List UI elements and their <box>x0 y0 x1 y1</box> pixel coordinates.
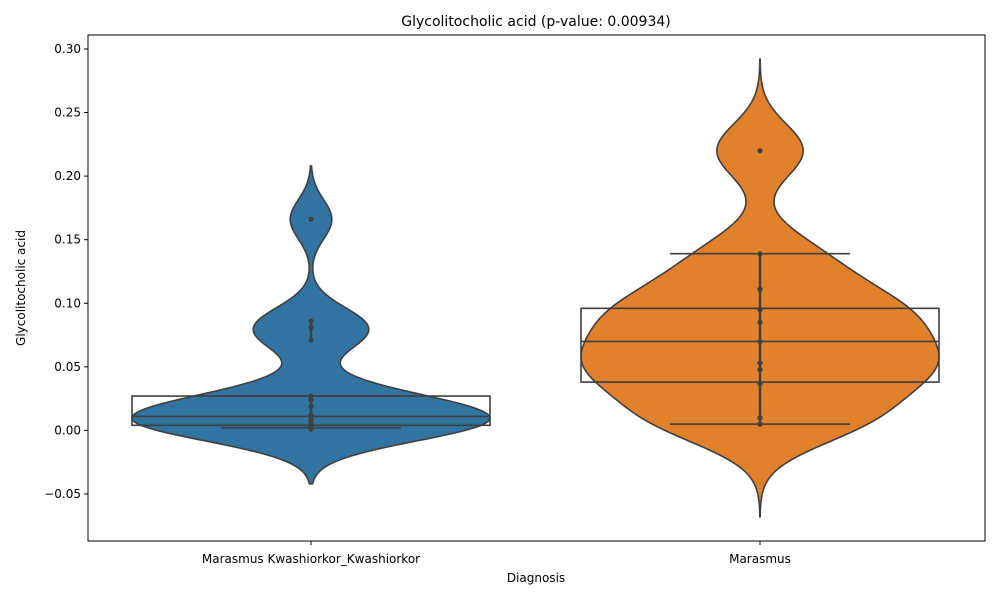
data-point <box>308 216 314 222</box>
data-point <box>757 380 763 386</box>
data-point <box>308 426 314 432</box>
y-tick-label: 0.10 <box>54 296 81 310</box>
markers-layer <box>131 148 940 432</box>
data-point <box>757 251 763 257</box>
violins-layer <box>131 58 940 518</box>
chart-title: Glycolitocholic acid (p-value: 0.00934) <box>401 14 670 30</box>
data-point <box>308 412 314 418</box>
y-tick-label: 0.00 <box>54 423 81 437</box>
data-point <box>308 397 314 403</box>
data-point <box>308 324 314 331</box>
y-tick-label: 0.30 <box>54 42 81 56</box>
y-axis: −0.05 0.00 0.05 0.10 0.15 0.20 0.25 0.30 <box>44 42 88 501</box>
data-point <box>757 421 763 427</box>
data-point <box>308 393 314 399</box>
y-tick-label: 0.15 <box>54 233 81 247</box>
data-point <box>757 366 763 372</box>
plot-area <box>87 34 986 542</box>
y-tick-label: −0.05 <box>44 487 81 501</box>
x-tick-label: Marasmus Kwashiorkor_Kwashiorkor <box>202 552 420 566</box>
data-point <box>757 360 763 366</box>
plot-frame <box>87 34 986 542</box>
y-axis-label: Glycolitocholic acid <box>14 230 28 346</box>
data-point <box>308 337 314 343</box>
x-tick-label: Marasmus <box>729 552 791 566</box>
x-axis-label: Diagnosis <box>507 571 565 585</box>
y-tick-label: 0.05 <box>54 360 81 374</box>
data-point <box>757 148 763 154</box>
y-tick-label: 0.20 <box>54 169 81 183</box>
x-axis: Marasmus Kwashiorkor_Kwashiorkor Marasmus <box>202 541 791 566</box>
data-point <box>757 338 763 344</box>
y-tick-label: 0.25 <box>54 106 81 120</box>
data-point <box>757 286 763 292</box>
data-point <box>757 319 763 325</box>
data-point <box>757 415 763 421</box>
data-point <box>308 318 314 324</box>
data-point <box>308 403 314 409</box>
data-point <box>757 307 763 313</box>
